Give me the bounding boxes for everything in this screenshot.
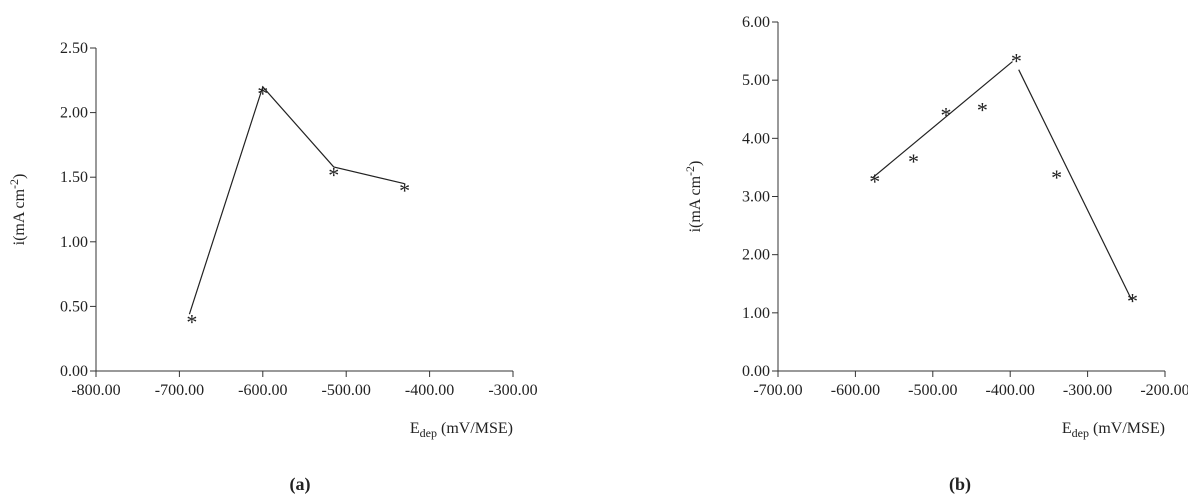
y-tick-label: 1.50 xyxy=(60,169,88,186)
series-line xyxy=(1018,69,1133,301)
chart-caption: (a) xyxy=(290,474,311,495)
data-point: * xyxy=(1011,49,1022,74)
y-tick-label: 2.50 xyxy=(60,40,88,57)
y-tick-label: 6.00 xyxy=(742,14,770,31)
data-point: * xyxy=(328,162,339,187)
y-tick-label: 1.00 xyxy=(742,305,770,322)
chart-a: 0.00 0.50 1.00 1.50 2.00 2.50 -800.00 -700.00 -6… xyxy=(7,40,538,495)
x-tick-label: -500.00 xyxy=(322,382,371,399)
y-tick-label: 1.00 xyxy=(60,234,88,251)
series-line xyxy=(188,85,405,315)
y-tick-label: 2.00 xyxy=(742,247,770,264)
y-axis-label: i(mA cm-2) xyxy=(7,174,28,246)
x-axis-label: Edep (mV/MSE) xyxy=(1062,420,1165,440)
y-tick-label: 3.00 xyxy=(742,189,770,206)
data-point: * xyxy=(257,81,268,106)
x-tick-label: -700.00 xyxy=(155,382,204,399)
x-tick-label: -300.00 xyxy=(488,382,537,399)
x-tick-label: -500.00 xyxy=(908,382,957,399)
x-axis-label: Edep (mV/MSE) xyxy=(410,420,513,440)
data-point: * xyxy=(1127,288,1138,313)
data-point: * xyxy=(1051,165,1062,190)
y-axis-label: i(mA cm-2) xyxy=(683,161,704,233)
x-tick-label: -400.00 xyxy=(405,382,454,399)
data-point: * xyxy=(399,178,410,203)
data-point: * xyxy=(186,310,197,335)
y-tick-label: 2.00 xyxy=(60,105,88,122)
series-line xyxy=(872,61,1013,179)
y-tick-label: 4.00 xyxy=(742,130,770,147)
chart-caption: (b) xyxy=(949,474,971,495)
x-tick-label: -300.00 xyxy=(1063,382,1112,399)
x-tick-label: -700.00 xyxy=(753,382,802,399)
data-point: * xyxy=(940,102,951,127)
data-point: * xyxy=(908,149,919,174)
x-tick-label: -800.00 xyxy=(71,382,120,399)
y-tick-label: 5.00 xyxy=(742,72,770,89)
x-tick-label: -600.00 xyxy=(831,382,880,399)
data-point: * xyxy=(869,169,880,194)
x-tick-label: -200.00 xyxy=(1140,382,1188,399)
y-tick-label: 0.00 xyxy=(742,363,770,380)
y-tick-label: 0.00 xyxy=(60,363,88,380)
chart-b: 0.00 1.00 2.00 3.00 4.00 5.00 6.00 -700.00 -600.… xyxy=(683,14,1188,495)
y-tick-label: 0.50 xyxy=(60,298,88,315)
data-point: * xyxy=(977,98,988,123)
x-tick-label: -400.00 xyxy=(986,382,1035,399)
x-tick-label: -600.00 xyxy=(238,382,287,399)
